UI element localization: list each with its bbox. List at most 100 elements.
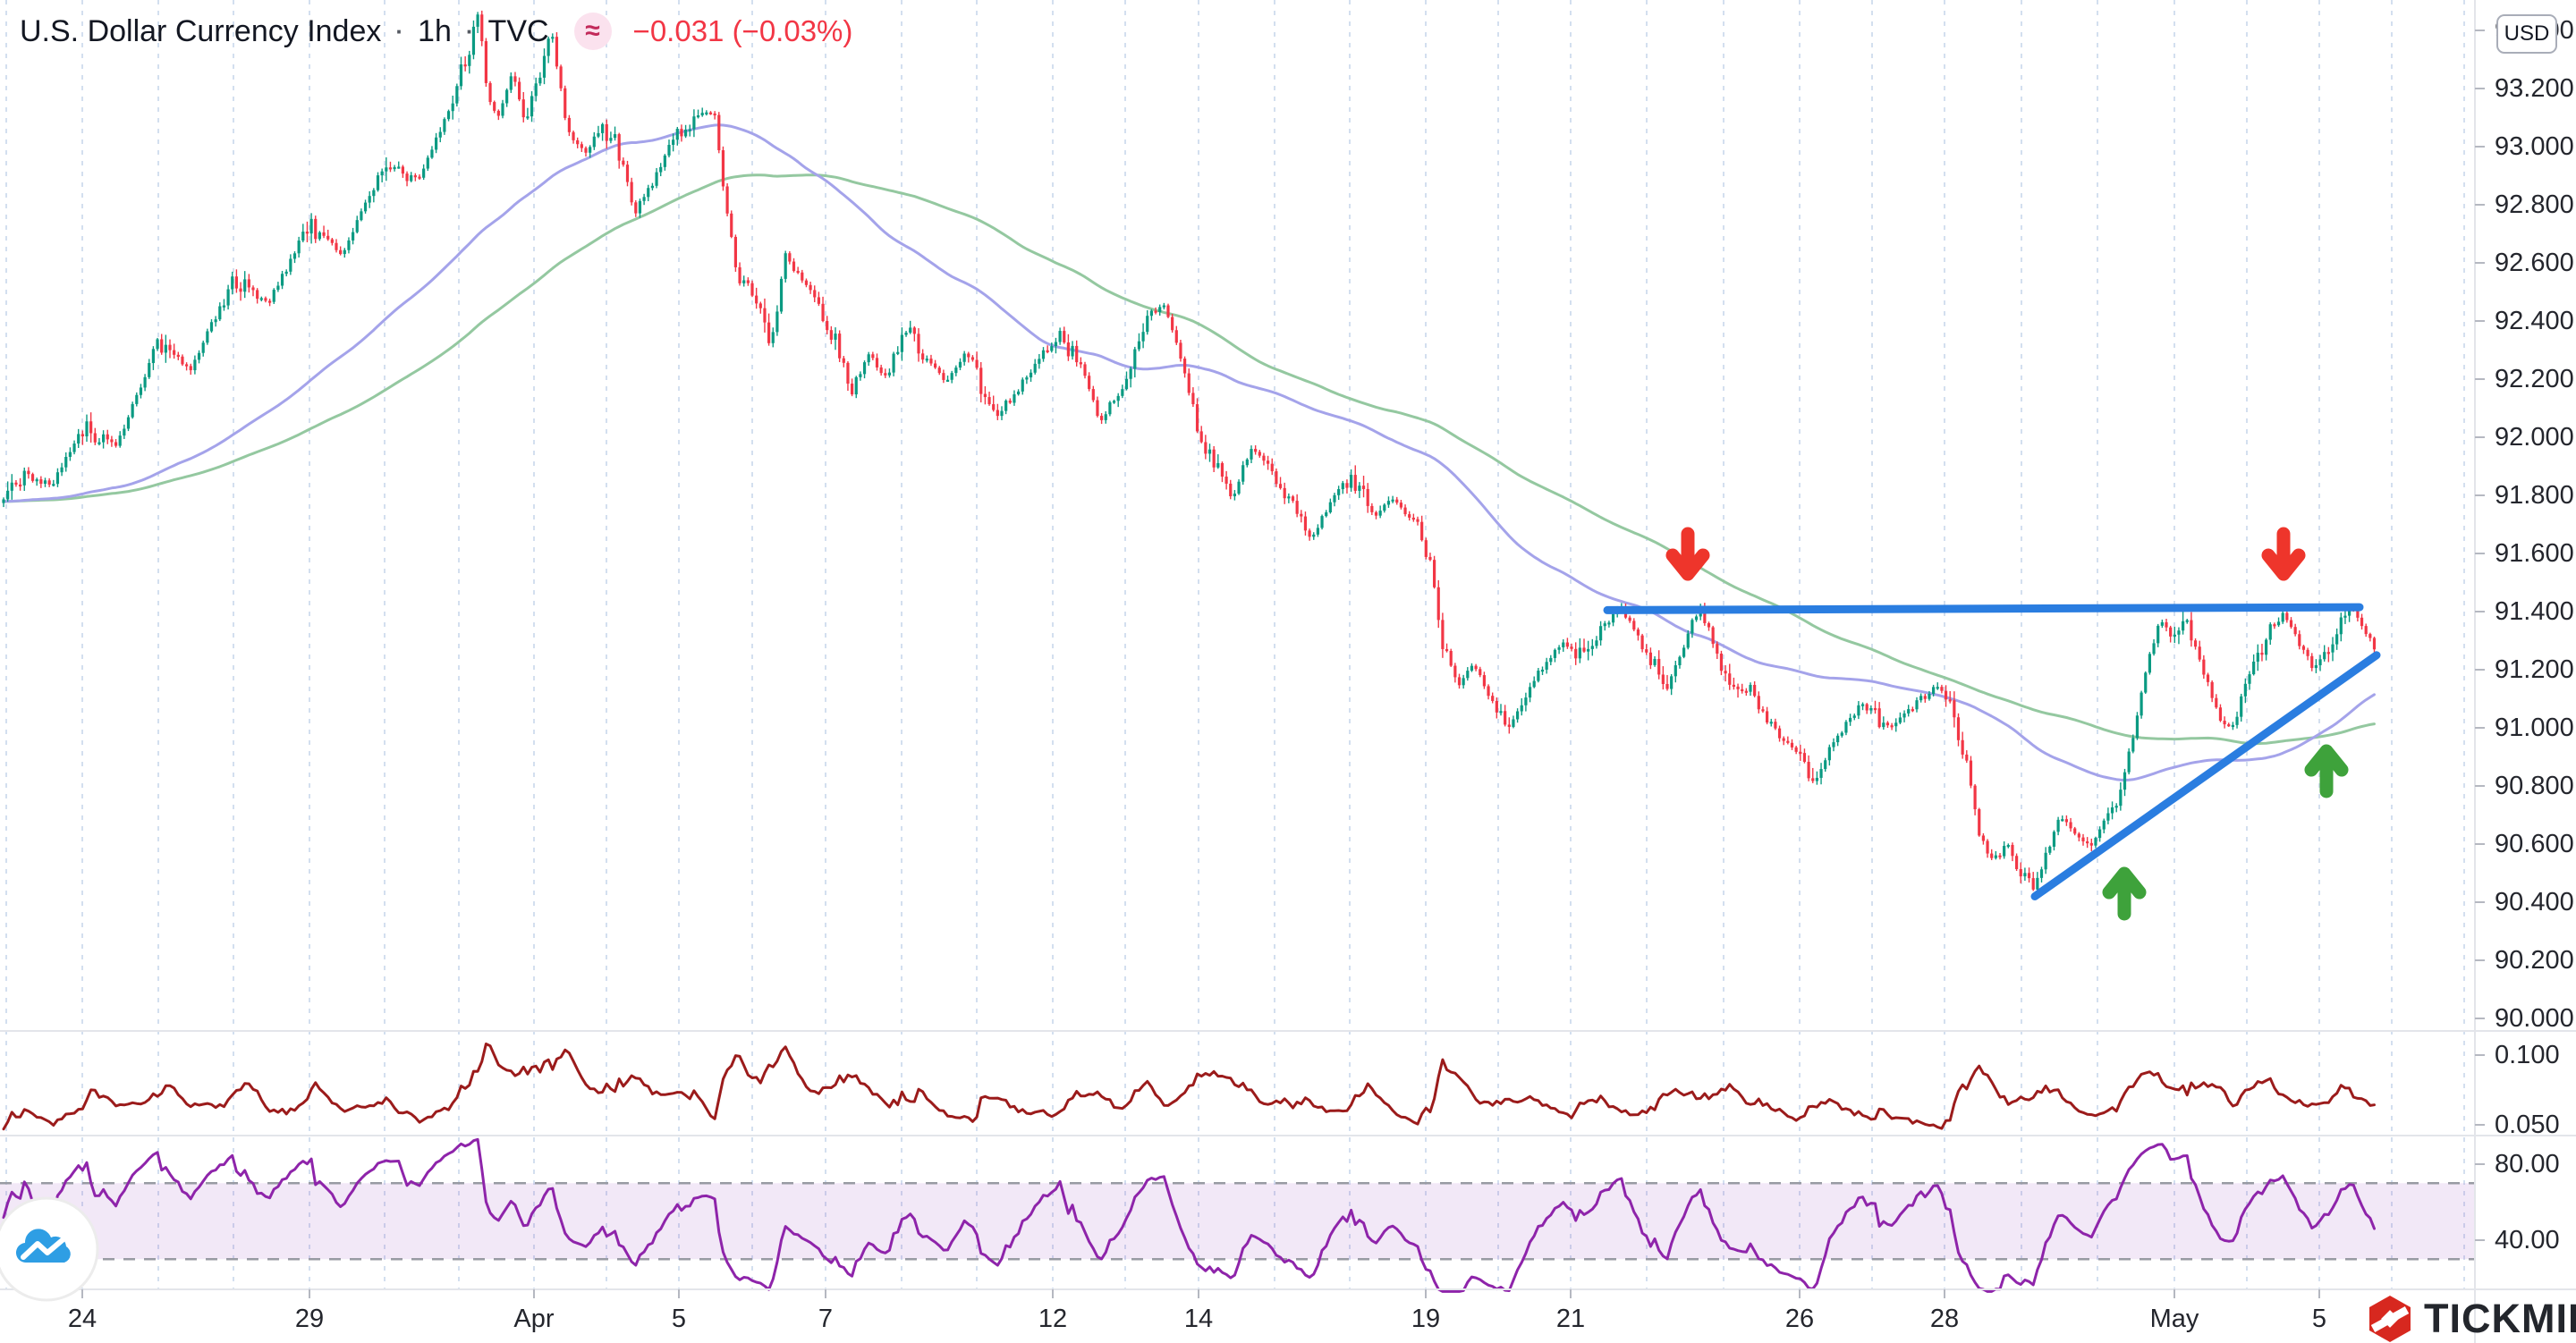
candle-body — [2248, 674, 2251, 684]
candle-body — [1807, 762, 1810, 779]
candle-body — [1994, 855, 1997, 858]
interval-label[interactable]: 1h — [418, 13, 452, 48]
candle-body — [589, 147, 592, 153]
resistance-trendline[interactable] — [1603, 603, 2364, 614]
candle-body — [2339, 617, 2343, 635]
symbol-name[interactable]: U.S. Dollar Currency Index — [20, 13, 382, 48]
candle-body — [838, 334, 842, 359]
candle-body — [1844, 722, 1848, 733]
candle-body — [1116, 395, 1120, 401]
candle-body — [1183, 359, 1187, 374]
candle-body — [2335, 634, 2339, 645]
candle-body — [501, 103, 504, 116]
candle-body — [1799, 751, 1802, 755]
candle-body — [692, 116, 696, 130]
candle-body — [413, 175, 417, 178]
candle-body — [1391, 499, 1394, 502]
slow-moving-average-line — [2, 173, 2376, 746]
candle-body — [1499, 711, 1503, 714]
support-trendline[interactable] — [2030, 651, 2381, 900]
candle-body — [1224, 477, 1228, 484]
currency-unit-button[interactable]: USD — [2496, 14, 2557, 54]
candle-body — [1291, 496, 1295, 502]
candle-body — [52, 484, 55, 486]
candle-body — [168, 344, 172, 351]
candle-body — [422, 168, 426, 178]
candle-body — [613, 134, 617, 139]
symbol-title-bar[interactable]: U.S. Dollar Currency Index · 1h · TVC ≈ … — [20, 13, 852, 50]
candle-body — [1790, 742, 1794, 748]
candle-body — [339, 249, 343, 255]
candle-body — [189, 366, 192, 371]
candle-body — [534, 83, 538, 97]
candle-body — [1537, 671, 1540, 681]
candle-body — [193, 359, 197, 371]
candle-body — [1761, 709, 1765, 712]
candle-body — [1333, 494, 1336, 503]
candle-body — [1004, 401, 1008, 411]
price-tick-label: 90.600 — [2495, 830, 2574, 858]
candle-body — [1216, 462, 1220, 468]
candle-body — [256, 290, 259, 300]
candle-body — [2223, 721, 2226, 725]
candle-body — [2276, 621, 2281, 626]
candle-body — [1158, 307, 1162, 312]
candle-body — [1100, 416, 1104, 420]
candle-body — [2027, 873, 2031, 879]
market-status-icon[interactable]: ≈ — [573, 13, 612, 50]
candle-body — [93, 433, 97, 443]
candle-body — [1932, 687, 1936, 694]
candle-body — [2323, 652, 2326, 660]
candle-body — [1162, 305, 1165, 308]
candle-body — [750, 283, 754, 296]
candle-body — [2227, 724, 2231, 727]
candle-body — [580, 144, 583, 148]
time-tick-label: 12 — [1038, 1305, 1068, 1333]
candle-body — [1250, 449, 1253, 460]
time-tick-label: May — [2149, 1305, 2199, 1333]
candle-body — [505, 89, 509, 104]
cloud-zigzag-line — [21, 1236, 67, 1260]
candle-body — [1640, 635, 1644, 650]
candle-body — [1981, 835, 1985, 841]
candle-body — [1071, 345, 1074, 357]
candle-body — [2281, 612, 2284, 622]
candle-body — [276, 285, 280, 291]
candle-body — [2023, 873, 2027, 877]
candle-body — [909, 327, 912, 333]
candle-body — [480, 14, 484, 42]
candle-body — [471, 26, 476, 55]
candle-body — [775, 311, 779, 333]
candle-body — [259, 298, 263, 300]
candle-body — [1453, 665, 1457, 678]
candle-body — [1590, 646, 1594, 649]
candle-body — [1267, 460, 1270, 464]
candle-body — [426, 157, 429, 169]
candle-body — [767, 322, 771, 343]
candle-body — [2089, 842, 2093, 846]
candle-body — [1383, 504, 1386, 511]
candle-body — [1919, 696, 1923, 701]
candle-body — [1171, 317, 1174, 331]
candle-body — [680, 129, 683, 137]
candle-body — [2243, 683, 2247, 697]
candle-body — [1378, 511, 1382, 516]
candle-body — [2293, 627, 2297, 635]
candle-body — [114, 442, 118, 446]
candle-body — [1275, 471, 1278, 485]
candle-body — [813, 290, 817, 298]
candle-body — [1885, 722, 1890, 726]
candle-body — [1262, 455, 1266, 461]
candle-body — [401, 166, 404, 174]
candle-body — [1973, 785, 1977, 810]
candle-body — [937, 367, 941, 374]
candle-body — [1303, 516, 1308, 531]
candle-body — [513, 76, 517, 82]
candle-body — [35, 479, 38, 482]
candle-body — [738, 266, 741, 283]
candle-body — [1411, 517, 1415, 520]
candle-body — [1986, 840, 1989, 854]
candle-body — [2198, 646, 2201, 660]
candle-body — [846, 362, 850, 384]
